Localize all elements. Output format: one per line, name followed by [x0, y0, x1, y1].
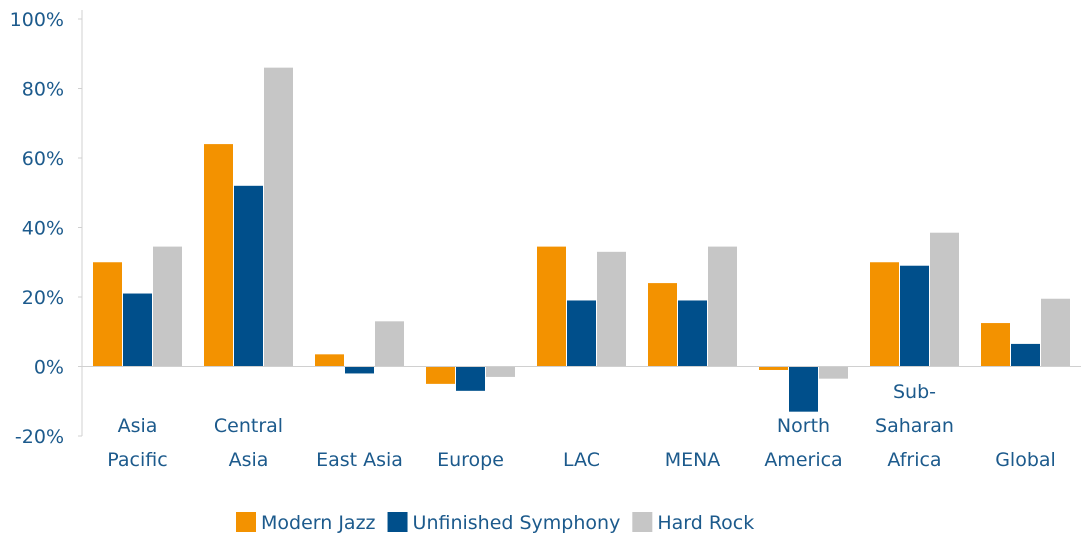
legend-label: Modern Jazz	[261, 512, 376, 534]
legend-swatch	[632, 512, 653, 532]
y-tick-label: 20%	[22, 287, 64, 309]
legend-swatch	[387, 512, 408, 532]
bar	[870, 262, 899, 367]
bar	[264, 67, 293, 367]
x-tick-label: MENA	[665, 449, 721, 471]
bar	[123, 293, 152, 367]
bar	[930, 232, 959, 367]
bar	[900, 265, 929, 367]
x-tick-label-line: MENA	[665, 449, 721, 471]
x-tick-label-line: Africa	[887, 449, 941, 471]
bar	[93, 262, 122, 367]
x-tick-label-line: North	[777, 415, 830, 437]
bar	[204, 144, 233, 367]
bar	[456, 366, 485, 391]
bar	[789, 366, 818, 412]
bar	[537, 246, 566, 367]
y-tick-label: 60%	[22, 148, 64, 170]
y-tick-label: 0%	[34, 357, 64, 379]
bar	[981, 323, 1010, 367]
bar	[1041, 298, 1070, 367]
x-tick-label: East Asia	[316, 449, 403, 471]
bar	[426, 366, 455, 384]
x-tick-label: Europe	[437, 449, 504, 471]
bar	[648, 283, 677, 367]
x-tick-label-line: America	[764, 449, 842, 471]
x-tick-label-line: LAC	[563, 449, 600, 471]
y-tick-label: 80%	[22, 79, 64, 101]
bar	[375, 321, 404, 367]
x-tick-label-line: Sub-	[893, 381, 936, 403]
bar	[345, 366, 374, 374]
legend-swatch	[236, 512, 256, 532]
x-tick-label-line: Pacific	[107, 449, 167, 471]
bar	[597, 251, 626, 367]
bar	[153, 246, 182, 367]
x-tick-label-line: East Asia	[316, 449, 403, 471]
x-tick-label: Global	[995, 449, 1056, 471]
y-tick-label: 40%	[22, 218, 64, 240]
x-tick-label-line: Asia	[229, 449, 269, 471]
bar	[759, 366, 788, 370]
bar	[1011, 343, 1040, 367]
x-tick-label: Sub- Saharan Africa	[875, 381, 954, 471]
x-tick-label-line: Global	[995, 449, 1056, 471]
y-tick-label: 100%	[10, 9, 64, 31]
legend-label: Hard Rock	[657, 512, 754, 534]
legend-label: Unfinished Symphony	[413, 512, 621, 534]
x-tick-label: North America	[764, 415, 842, 471]
bar	[708, 246, 737, 367]
x-tick-label-line: Central	[214, 415, 283, 437]
bar	[486, 366, 515, 377]
bar	[315, 354, 344, 367]
x-tick-label: Asia Pacific	[107, 415, 167, 471]
x-tick-label: Central Asia	[214, 415, 283, 471]
x-tick-label-line: Europe	[437, 449, 504, 471]
bar	[678, 300, 707, 367]
x-tick-label-line: Asia	[118, 415, 158, 437]
x-tick-label: LAC	[563, 449, 600, 471]
bar	[567, 300, 596, 367]
y-tick-label: -20%	[15, 426, 64, 448]
bar	[819, 366, 848, 379]
bar	[234, 185, 263, 367]
x-tick-label-line: Saharan	[875, 415, 954, 437]
